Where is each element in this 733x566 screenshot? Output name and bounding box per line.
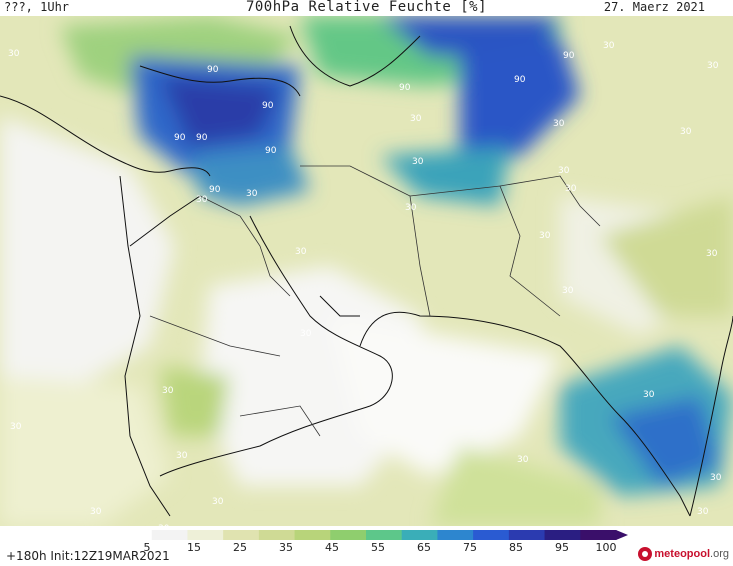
contour-label: 90 (399, 83, 411, 93)
contour-label: 90 (514, 75, 526, 85)
contour-label: 30 (412, 157, 424, 167)
logo-icon (638, 547, 653, 561)
contour-label: 90 (563, 51, 575, 61)
colorbar-segment (116, 530, 153, 540)
colorbar-tick: 55 (371, 541, 385, 554)
contour-label: 30 (539, 231, 551, 241)
colorbar-tick: 5 (143, 541, 151, 554)
colorbar-segment (437, 530, 474, 540)
meteopool-logo[interactable]: meteopool .org (638, 544, 729, 564)
colorbar-tick: 25 (233, 541, 247, 554)
colorbar-labels: 5 15 25 35 45 55 65 75 85 95 100 (0, 541, 733, 555)
colorbar-tick: 65 (417, 541, 431, 554)
contour-label: 30 (603, 41, 615, 51)
colorbar-tick: 15 (187, 541, 201, 554)
humidity-field (0, 16, 733, 526)
colorbar-segment (151, 530, 188, 540)
contour-label: 30 (410, 114, 422, 124)
colorbar-segment (187, 530, 224, 540)
contour-label: 30 (8, 49, 20, 59)
contour-label: 90 (262, 101, 274, 111)
borders (149, 165, 601, 437)
colorbar-segment (473, 530, 510, 540)
colorbar-segment (580, 530, 617, 540)
contour-label: 30 (246, 189, 258, 199)
contour-label: 30 (10, 422, 22, 432)
colorbar-tick: 95 (555, 541, 569, 554)
humidity-map: 90 90 90 90 90 90 90 90 90 30 30 30 30 3… (0, 16, 733, 526)
coastlines (0, 25, 733, 517)
contour-label: 30 (176, 451, 188, 461)
colorbar-segment (508, 530, 546, 540)
chart-title: 700hPa Relative Feuchte [%] (245, 0, 488, 15)
contour-label: 90 (209, 185, 221, 195)
contour-label: 30 (553, 119, 565, 129)
contour-label: 30 (212, 497, 224, 507)
colorbar (116, 530, 628, 540)
colorbar-tick: 75 (463, 541, 477, 554)
valid-date: 27. Maerz 2021 (603, 0, 705, 14)
logo-suffix: .org (710, 548, 729, 560)
colorbar-tick: 35 (279, 541, 293, 554)
contour-label: 30 (162, 386, 174, 396)
run-info: +180h Init:12Z19MAR2021 (6, 549, 170, 563)
colorbar-segment (366, 530, 403, 540)
colorbar-segment (544, 530, 581, 540)
contour-label: 30 (697, 507, 709, 517)
contour-label: 30 (706, 249, 718, 259)
contour-label: 30 (562, 286, 574, 296)
contour-label: 90 (174, 133, 186, 143)
contour-labels: 90 90 90 90 90 90 90 90 90 30 30 30 30 3… (8, 41, 722, 526)
contour-label: 30 (90, 507, 102, 517)
contour-label: 30 (158, 524, 170, 526)
colorbar-segment (223, 530, 260, 540)
colorbar-segment (258, 530, 296, 540)
colorbar-segment (294, 530, 331, 540)
contour-label: 30 (300, 329, 312, 339)
colorbar-segment (401, 530, 438, 540)
contour-label: 30 (643, 390, 655, 400)
run-label: ???, 1Uhr (4, 0, 70, 14)
contour-label: 30 (680, 127, 692, 137)
colorbar-tick: 100 (595, 541, 617, 554)
contour-label: 90 (196, 133, 208, 143)
contour-label: 30 (558, 166, 570, 176)
contour-label: 30 (517, 455, 529, 465)
colorbar-arrow (616, 530, 628, 540)
colorbar-segment (330, 530, 367, 540)
colorbar-tick: 45 (325, 541, 339, 554)
colorbar-tick: 85 (509, 541, 523, 554)
contour-label: 30 (196, 195, 208, 205)
contour-label: 90 (265, 146, 277, 156)
contour-label: 30 (707, 61, 719, 71)
contour-label: 30 (710, 473, 722, 483)
contour-label: 30 (295, 247, 307, 257)
contour-label: 30 (405, 203, 417, 213)
contour-label: 30 (565, 184, 577, 194)
contour-label: 90 (207, 65, 219, 75)
logo-text: meteopool (654, 548, 711, 560)
